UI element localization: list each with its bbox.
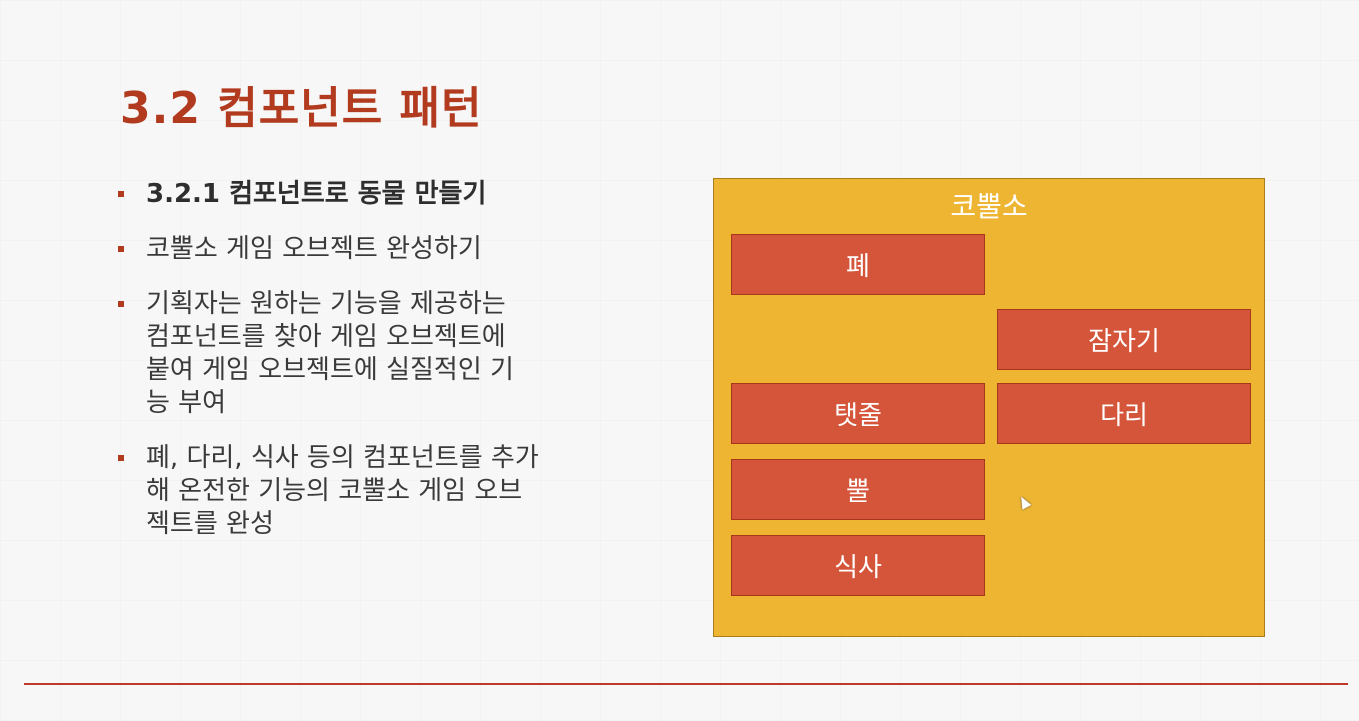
component-lung: 폐 [731, 234, 985, 295]
bullet-marker [118, 455, 124, 461]
bullet-text: 3.2.1 컴포넌트로 동물 만들기 [146, 179, 487, 209]
bullet-item: 기획자는 원하는 기능을 제공하는 컴포넌트를 찾아 게임 오브젝트에 붙여 게… [116, 288, 676, 420]
bullet-marker [118, 191, 124, 197]
game-object-label: 코뿔소 [950, 190, 1028, 223]
bullet-item: 3.2.1 컴포넌트로 동물 만들기 [116, 178, 676, 211]
bullet-list: 3.2.1 컴포넌트로 동물 만들기 코뿔소 게임 오브젝트 완성하기 기획자는… [116, 178, 676, 563]
component-sleep: 잠자기 [997, 309, 1251, 370]
component-horn: 뿔 [731, 459, 985, 520]
component-tail: 탯줄 [731, 383, 985, 444]
bullet-text: 폐, 다리, 식사 등의 컴포넌트를 추가 해 온전한 기능의 코뿔소 게임 오… [146, 443, 539, 539]
bullet-marker [118, 301, 124, 307]
bullet-marker [118, 246, 124, 252]
bullet-text: 기획자는 원하는 기능을 제공하는 컴포넌트를 찾아 게임 오브젝트에 붙여 게… [146, 289, 514, 418]
footer-divider [24, 683, 1348, 685]
slide-title: 3.2 컴포넌트 패턴 [120, 83, 483, 134]
bullet-item: 코뿔소 게임 오브젝트 완성하기 [116, 233, 676, 266]
bullet-item: 폐, 다리, 식사 등의 컴포넌트를 추가 해 온전한 기능의 코뿔소 게임 오… [116, 442, 676, 541]
component-legs: 다리 [997, 383, 1251, 444]
rhino-game-object-box: 코뿔소 폐 잠자기 탯줄 다리 뿔 식사 [713, 178, 1265, 637]
bullet-text: 코뿔소 게임 오브젝트 완성하기 [146, 234, 482, 264]
component-eat: 식사 [731, 535, 985, 596]
